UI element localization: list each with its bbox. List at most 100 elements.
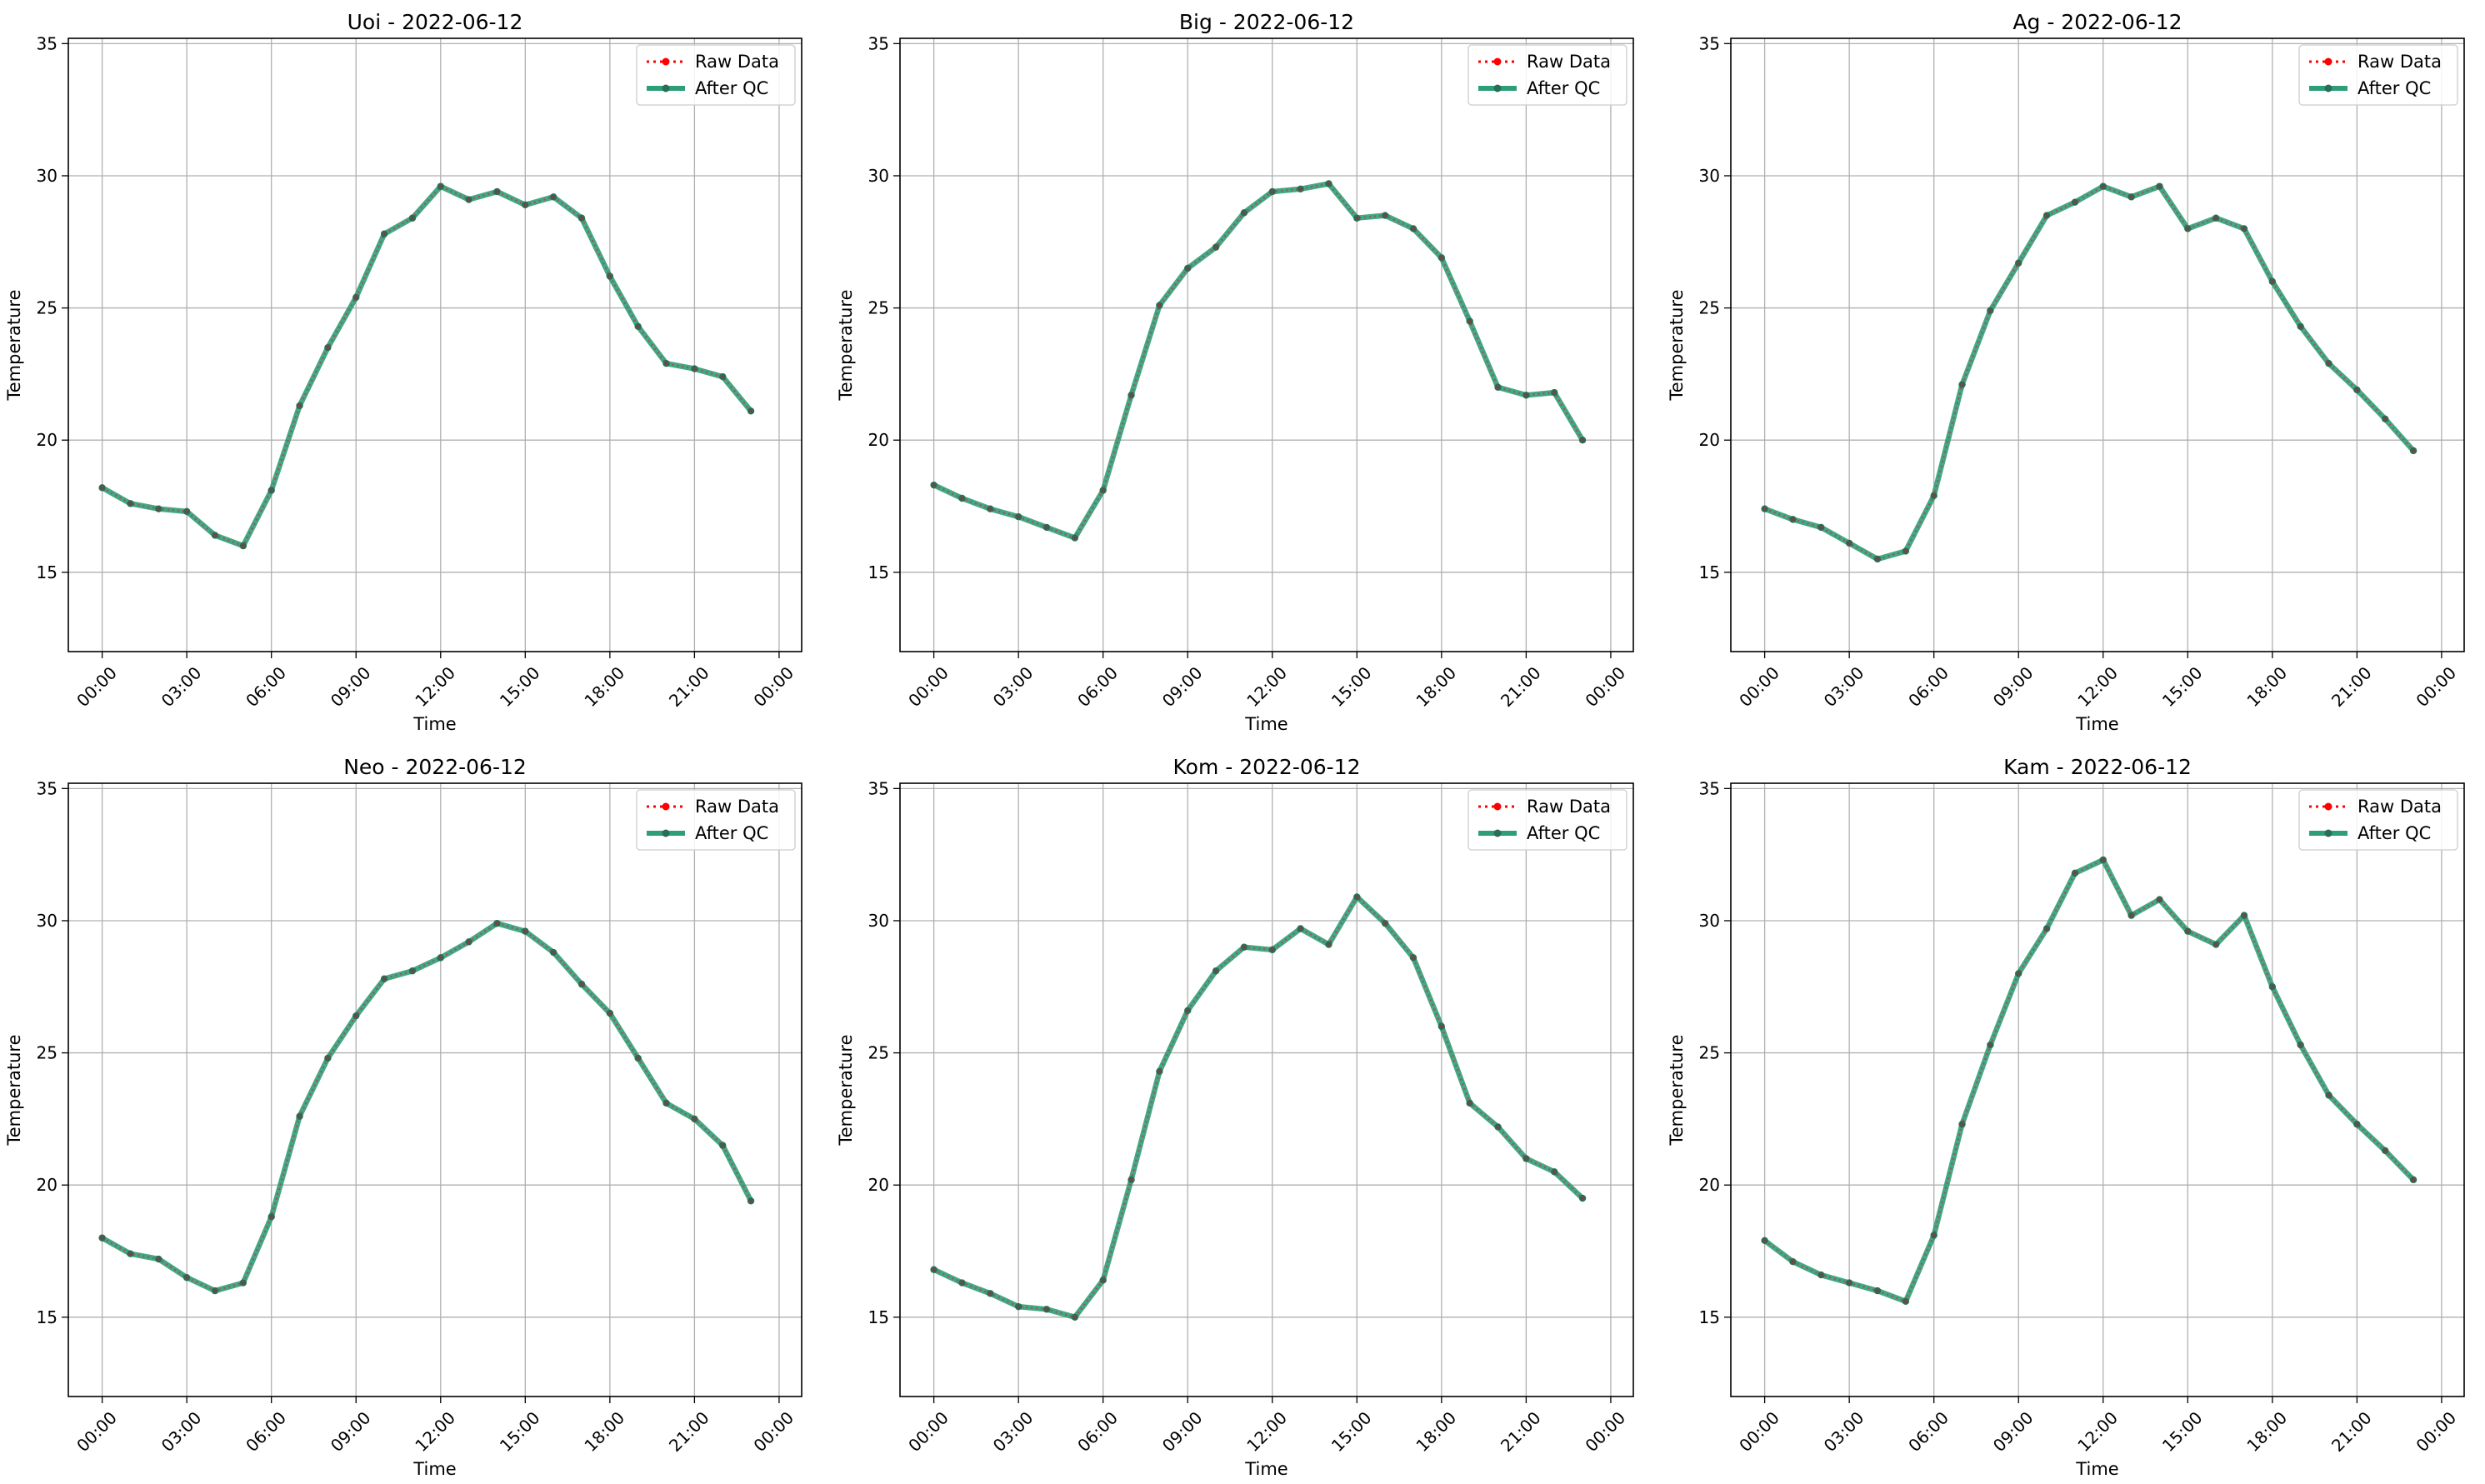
series-after-qc-point	[1845, 539, 1853, 547]
series-raw-data-point	[1355, 895, 1359, 899]
series-raw-data-point	[1298, 187, 1302, 192]
series-after-qc-point	[1071, 534, 1079, 542]
series-raw-data-point	[1129, 1177, 1133, 1182]
series-after-qc-point	[2325, 1092, 2332, 1099]
series-raw-data-point	[988, 1292, 992, 1296]
series-raw-data-point	[1988, 1042, 1992, 1047]
x-tick-label: 15:00	[1328, 1407, 1376, 1456]
series-after-qc-point	[1958, 1121, 1966, 1128]
series-raw-data-point	[748, 1199, 753, 1203]
series-raw-data-point	[1270, 189, 1274, 194]
series-after-qc-point	[1438, 1022, 1446, 1031]
series-after-qc-point	[1761, 505, 1768, 512]
series-after-qc-point	[719, 372, 727, 381]
chart-title: Uoi - 2022-06-12	[348, 10, 523, 34]
series-raw-data-point	[495, 921, 499, 926]
legend-raw-label: Raw Data	[695, 797, 779, 817]
series-after-qc-point	[1902, 1297, 1910, 1305]
series-raw-data-line	[1764, 185, 2415, 561]
series-raw-data-point	[2072, 871, 2078, 876]
x-tick-label: 03:00	[158, 662, 206, 711]
series-after-qc-point	[1325, 941, 1332, 948]
series-after-qc-point	[1466, 1099, 1473, 1107]
series-after-qc-line	[99, 920, 754, 1294]
x-tick-label: 21:00	[665, 662, 713, 711]
y-tick-label: 30	[1699, 911, 1720, 931]
y-tick-label: 35	[37, 33, 58, 53]
series-raw-data-point	[382, 977, 387, 981]
series-raw-data-point	[212, 533, 218, 537]
series-raw-data-point	[128, 502, 132, 506]
series-raw-data-point	[1875, 1288, 1880, 1293]
series-after-qc-point	[2015, 970, 2022, 977]
legend-qc-marker	[662, 84, 670, 92]
series-raw-data-point	[1496, 385, 1500, 389]
series-raw-data-point	[241, 543, 246, 548]
x-tick-label: 18:00	[2242, 1407, 2291, 1456]
series-raw-data-point	[579, 216, 584, 220]
series-raw-data-point	[1468, 1101, 1472, 1106]
x-tick-label: 21:00	[1497, 1407, 1545, 1456]
legend-raw-marker	[662, 802, 670, 811]
y-tick-label: 15	[1699, 1307, 1720, 1327]
legend-raw-label: Raw Data	[1527, 52, 1611, 72]
series-after-qc-point	[98, 1234, 106, 1242]
y-axis-label: Temperature	[4, 289, 24, 401]
series-after-qc-point	[1789, 516, 1797, 523]
series-after-qc-point	[2212, 941, 2220, 948]
y-tick-label: 20	[37, 430, 58, 450]
series-raw-data-point	[1552, 1170, 1557, 1174]
x-tick-label: 12:00	[2073, 1407, 2122, 1456]
chart-title: Kam - 2022-06-12	[2003, 755, 2192, 779]
series-after-qc-point	[2128, 912, 2135, 919]
series-raw-data-point	[608, 1011, 612, 1016]
y-tick-label: 35	[37, 778, 58, 798]
series-after-qc-point	[2325, 360, 2332, 367]
series-raw-data-point	[721, 1143, 725, 1147]
series-raw-data-point	[636, 1056, 640, 1061]
y-tick-label: 35	[868, 33, 889, 53]
series-raw-data-point	[2101, 857, 2105, 862]
series-after-qc-point	[1240, 943, 1248, 951]
series-after-qc-point	[1184, 1007, 1192, 1015]
y-tick-label: 15	[37, 1307, 58, 1327]
axes-frame	[68, 782, 802, 1397]
series-raw-data-point	[410, 969, 415, 973]
x-tick-label: 00:00	[904, 662, 952, 711]
series-after-qc-point	[182, 507, 191, 516]
series-raw-data-point	[438, 184, 442, 188]
series-raw-data-point	[2158, 897, 2162, 902]
series-after-qc-point	[493, 187, 501, 196]
y-tick-label: 15	[868, 562, 889, 582]
legend: Raw Data After QC	[636, 44, 796, 106]
series-after-qc-point	[296, 1112, 303, 1120]
series-after-qc-line	[99, 183, 754, 549]
series-raw-data-point	[1791, 1260, 1795, 1264]
y-axis-label: Temperature	[1667, 1034, 1687, 1146]
series-raw-data-point	[2017, 261, 2021, 265]
y-tick-label: 25	[37, 298, 58, 318]
series-after-qc-point	[1873, 555, 1882, 563]
x-tick-label: 09:00	[1158, 1407, 1207, 1456]
series-raw-data-point	[212, 1288, 218, 1293]
series-raw-data-point	[1847, 541, 1852, 546]
series-raw-data-point	[721, 374, 725, 379]
x-tick-label: 03:00	[1820, 662, 1868, 711]
series-raw-data-point	[523, 202, 528, 207]
series-after-qc-point	[1578, 437, 1587, 444]
series-after-qc-point	[239, 1279, 248, 1287]
series-raw-data-point	[2355, 387, 2359, 392]
legend: Raw Data After QC	[1468, 44, 1628, 106]
series-after-qc-point	[2297, 1041, 2304, 1049]
x-tick-label: 15:00	[1328, 662, 1376, 711]
series-raw-data-point	[523, 929, 528, 933]
series-raw-data-point	[2411, 448, 2416, 453]
series-raw-data-point	[269, 488, 273, 492]
series-after-qc-point	[1042, 523, 1051, 532]
y-tick-label: 35	[1699, 778, 1720, 798]
series-after-qc-point	[352, 293, 360, 302]
legend-raw-marker	[1493, 802, 1502, 811]
series-raw-data-point	[2270, 985, 2275, 989]
y-tick-label: 15	[1699, 562, 1720, 582]
series-raw-data-line	[101, 922, 752, 1292]
